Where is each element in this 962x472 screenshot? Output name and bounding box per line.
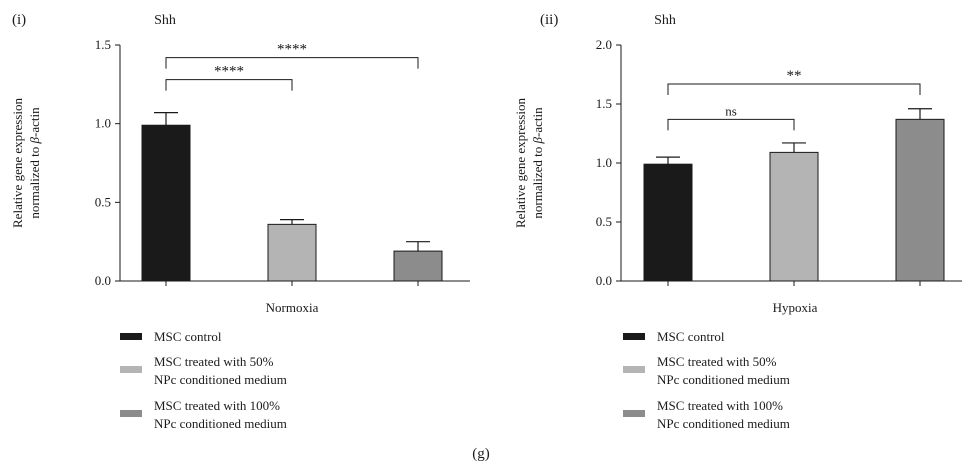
bar-2 [267,223,317,282]
legend-label: NPc conditioned medium [154,416,287,431]
legend-swatch [120,366,142,373]
significance-bracket [667,83,921,95]
y-axis-label: Relative gene expression normalized to β-… [10,98,42,228]
y-tick-label: 1.0 [596,155,612,170]
legend-swatch [623,366,645,373]
y-tick-label: 2.0 [596,37,612,52]
chart-title: Shh [154,13,176,28]
chart-panel-2: (ii) Shh 0.0 0.5 1.0 1.5 2.0 Hypoxia Relative ge… [513,12,962,431]
beta-symbol: β [530,136,545,144]
legend: MSC control MSC treated with 50% NPc condi… [623,329,790,431]
legend-label: MSC treated with 100% [657,398,783,413]
panel-label: (i) [12,12,26,28]
legend-label: MSC treated with 50% [657,354,777,369]
figure-caption: (g) [472,446,490,462]
legend-swatch [623,333,645,340]
y-tick-label: 0.0 [596,273,612,288]
y-tick-label: 0.0 [95,273,111,288]
y-tick-label: 0.5 [95,194,111,209]
chart-title: Shh [654,13,676,28]
bar-1 [141,124,191,282]
y-axis-label-line: normalized to β-actin [27,107,42,219]
legend-label: MSC control [657,329,725,344]
bar-3 [895,118,945,282]
legend-label: NPc conditioned medium [657,416,790,431]
y-tick-label: 0.5 [596,214,612,229]
legend-label: NPc conditioned medium [657,372,790,387]
significance-label: **** [214,64,244,80]
y-tick-label: 1.0 [95,116,111,131]
x-axis-label: Hypoxia [773,300,818,315]
y-axis-label-line: Relative gene expression [10,98,25,228]
significance-bracket [165,79,293,91]
bar-2 [769,151,819,282]
significance-label: **** [277,42,307,58]
panel-label: (ii) [540,12,558,28]
legend-swatch [623,410,645,417]
significance-bracket [165,57,419,69]
legend: MSC control MSC treated with 50% NPc condi… [120,329,287,431]
x-axis-label: Normoxia [266,300,319,315]
legend-label: MSC control [154,329,222,344]
bar-3 [393,250,443,282]
chart-panel-1: (i) Shh 0.0 0.5 1.0 1.5 Normoxia Relative gene … [10,12,470,431]
bar-1 [643,163,693,282]
legend-swatch [120,333,142,340]
significance-label: ns [725,103,737,118]
significance-bracket [667,118,795,131]
legend-label: MSC treated with 50% [154,354,274,369]
y-axis-label-line: Relative gene expression [513,98,528,228]
significance-label: ** [787,68,802,84]
beta-symbol: β [27,136,42,144]
legend-label: MSC treated with 100% [154,398,280,413]
y-tick-label: 1.5 [95,37,111,52]
y-tick-label: 1.5 [596,96,612,111]
legend-swatch [120,410,142,417]
y-axis-label-line: normalized to β-actin [530,107,545,219]
y-axis-label: Relative gene expression normalized to β-… [513,98,545,228]
legend-label: NPc conditioned medium [154,372,287,387]
